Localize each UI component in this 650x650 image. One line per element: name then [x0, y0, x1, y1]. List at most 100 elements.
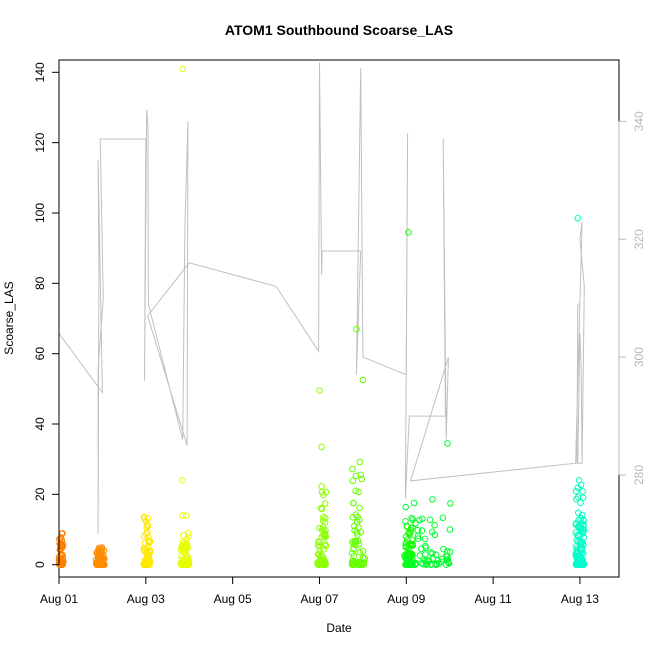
data-point: [402, 539, 410, 547]
data-point: [178, 552, 185, 560]
data-point: [318, 505, 326, 513]
data-point: [57, 552, 64, 559]
data-point: [575, 477, 583, 484]
data-point: [185, 529, 192, 537]
data-point: [577, 514, 585, 522]
plot-area: [58, 59, 620, 578]
y-tick-label: 100: [33, 203, 47, 223]
data-point: [418, 559, 426, 567]
x-tick-label: Aug 13: [561, 592, 599, 606]
data-point: [352, 511, 360, 519]
data-point: [179, 477, 186, 484]
series-aug-04: [177, 65, 193, 569]
data-point: [414, 532, 422, 540]
data-point: [414, 535, 422, 542]
data-point: [318, 483, 325, 490]
data-point: [317, 504, 325, 512]
data-point: [576, 557, 584, 564]
data-point: [575, 509, 582, 517]
y-tick-label: 20: [33, 487, 47, 501]
data-point: [422, 542, 429, 550]
x-axis-label: Date: [326, 621, 352, 635]
data-point: [440, 545, 447, 553]
data-point: [579, 494, 587, 501]
plot-frame: [58, 59, 620, 578]
data-point: [353, 325, 360, 333]
data-point: [179, 538, 187, 546]
data-point: [432, 551, 440, 559]
y-tick-label: 0: [33, 561, 47, 568]
data-point: [318, 443, 325, 451]
data-point: [98, 548, 105, 556]
data-point: [354, 558, 362, 566]
data-point: [429, 555, 437, 562]
data-point: [97, 561, 105, 569]
data-point: [320, 513, 327, 521]
data-point: [420, 561, 427, 568]
series-aug-09: [401, 440, 454, 569]
data-point: [438, 558, 445, 566]
data-point: [182, 559, 189, 567]
series-aug-13: [573, 477, 587, 569]
data-point: [359, 547, 367, 555]
series-aug-03: [140, 513, 154, 569]
data-point: [446, 548, 454, 556]
data-point: [142, 518, 150, 525]
data-point: [574, 493, 582, 501]
data-point: [447, 500, 454, 507]
data-point: [573, 495, 580, 503]
data-point: [359, 376, 367, 384]
data-point: [579, 488, 587, 495]
data-point: [429, 528, 436, 536]
y2-tick-label: 340: [632, 111, 646, 131]
data-point: [429, 496, 436, 503]
x-tick-label: Aug 01: [40, 592, 78, 606]
data-point: [358, 475, 366, 483]
data-point: [427, 561, 434, 569]
data-point: [408, 514, 416, 522]
data-point: [356, 548, 364, 556]
trace-lines: [58, 62, 585, 535]
y2-tick-label: 280: [632, 465, 646, 485]
data-points: [55, 65, 588, 569]
data-point: [57, 534, 65, 541]
data-point: [319, 553, 327, 561]
x-tick-label: Aug 07: [300, 592, 338, 606]
data-point: [431, 521, 438, 529]
data-point: [405, 529, 412, 537]
data-point: [578, 538, 586, 546]
data-point: [352, 472, 360, 480]
data-point: [322, 542, 330, 549]
data-point: [420, 556, 427, 563]
data-point: [183, 542, 190, 549]
x-tick-label: Aug 11: [475, 592, 512, 606]
data-point: [318, 488, 326, 496]
data-point: [316, 387, 323, 394]
data-point: [575, 556, 583, 563]
data-point: [96, 557, 104, 564]
data-point: [315, 538, 322, 546]
data-point: [320, 556, 328, 564]
data-point: [426, 516, 434, 524]
data-point: [314, 541, 322, 549]
data-point: [356, 504, 363, 512]
data-point: [321, 561, 329, 569]
data-point: [402, 503, 410, 511]
data-point: [416, 516, 423, 524]
series-aug-06: [314, 387, 330, 569]
data-point: [421, 535, 429, 543]
data-point: [575, 522, 583, 530]
data-point: [59, 530, 66, 537]
data-point: [356, 458, 364, 466]
data-point: [433, 561, 441, 569]
data-point: [179, 541, 186, 549]
data-point: [574, 531, 581, 539]
series-aug-07: [348, 325, 369, 569]
y-tick-label: 140: [33, 62, 47, 82]
y-tick-label: 40: [33, 417, 47, 431]
data-point: [577, 547, 585, 554]
right-axis-trace-line: [58, 62, 585, 535]
data-point: [321, 532, 329, 539]
data-point: [439, 514, 447, 522]
